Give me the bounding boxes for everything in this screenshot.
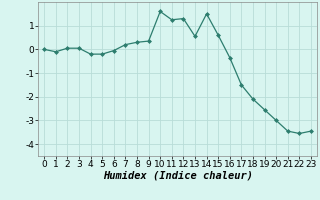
X-axis label: Humidex (Indice chaleur): Humidex (Indice chaleur)	[103, 171, 252, 181]
